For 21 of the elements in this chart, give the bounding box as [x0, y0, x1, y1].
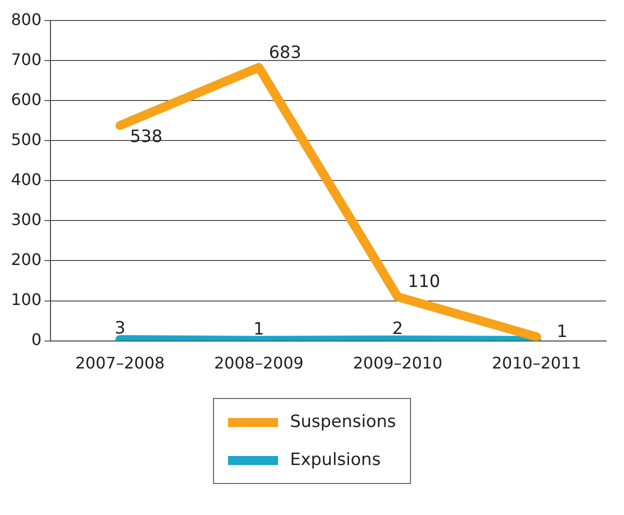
- y-tick-label: 400: [10, 170, 42, 189]
- x-tick-label: 2008–2009: [214, 354, 304, 373]
- data-label: 1: [556, 322, 568, 342]
- data-label: 2: [392, 318, 404, 339]
- y-tick-label: 500: [10, 130, 42, 149]
- y-tick-label: 0: [31, 330, 42, 349]
- data-label: 3: [114, 318, 126, 339]
- y-tick-label: 700: [10, 50, 42, 69]
- y-tick-label: 600: [10, 90, 42, 109]
- legend-label: Expulsions: [290, 450, 381, 470]
- x-tick-label: 2010–2011: [492, 354, 582, 373]
- y-tick-label: 100: [10, 290, 42, 309]
- x-tick-label: 2007–2008: [75, 354, 165, 373]
- data-label: 683: [268, 42, 302, 63]
- data-label: 110: [408, 272, 440, 292]
- y-tick-label: 200: [10, 250, 42, 269]
- data-label: 1: [253, 319, 264, 340]
- x-tick-label: 2009–2010: [352, 354, 442, 373]
- y-tick-label: 300: [10, 210, 42, 229]
- y-tick-label: 800: [10, 10, 42, 29]
- legend-label: Suspensions: [290, 412, 396, 432]
